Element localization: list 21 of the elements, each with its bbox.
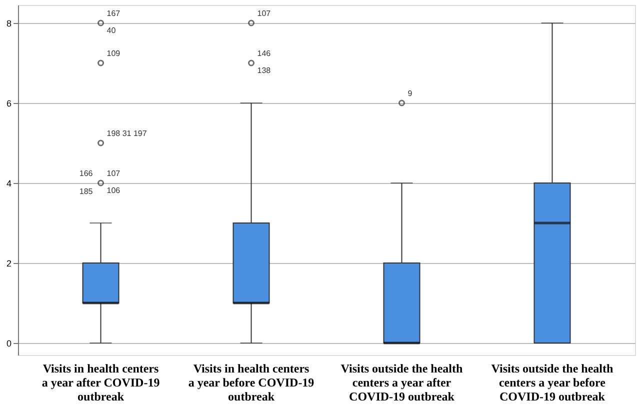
y-tick-label: 2	[6, 258, 12, 268]
x-tick-label: Visits in health centers a year after COVID-19 outbreak	[42, 362, 160, 404]
annotation: 198 31 197	[106, 129, 148, 138]
x-tick-label: Visits outside the health centers a year before COVID-19 outbreak	[491, 362, 614, 404]
annotation: 106	[106, 186, 121, 195]
annotation: 185	[79, 187, 94, 196]
x-tick-label: Visits outside the health centers a year after COVID-19 outbreak	[340, 362, 464, 404]
annotation: 9	[408, 89, 413, 98]
annotation: 138	[257, 66, 272, 75]
annotation: 107	[257, 9, 272, 18]
y-tick-label: 6	[6, 98, 12, 108]
annotation: 167	[106, 9, 121, 18]
annotation: 107	[106, 169, 121, 178]
annotation: 166	[79, 169, 94, 178]
y-tick-label: 0	[6, 338, 12, 348]
annotation: 146	[257, 49, 272, 58]
y-tick-label: 4	[6, 178, 12, 188]
annotation: 40	[106, 26, 116, 35]
annotation: 109	[106, 49, 121, 58]
y-tick-label: 8	[6, 18, 12, 28]
x-tick-label: Visits in health centers a year before COVID-19 outbreak	[188, 362, 314, 404]
